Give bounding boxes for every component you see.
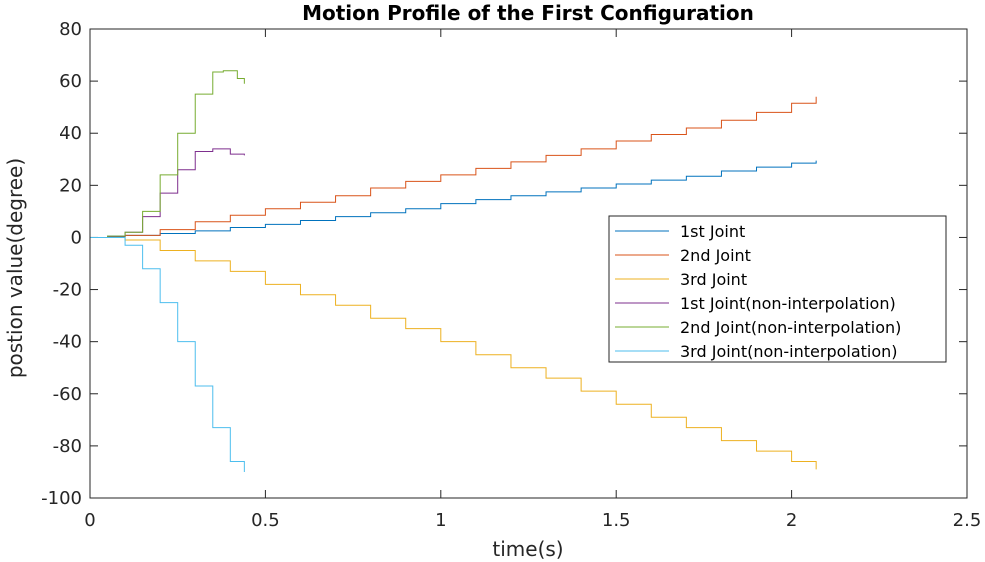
chart-title: Motion Profile of the First Configuratio… — [302, 1, 754, 25]
x-tick-label: 2.5 — [953, 510, 982, 531]
legend-box — [608, 215, 947, 363]
y-tick-label: 40 — [59, 123, 82, 144]
x-axis-title: time(s) — [492, 537, 563, 561]
x-tick-label: 1 — [435, 510, 446, 531]
legend-label: 2nd Joint(non-interpolation) — [680, 318, 901, 337]
y-tick-label: -80 — [53, 436, 82, 457]
legend: 1st Joint 2nd Joint 3rd Joint 1st Joint(non… — [608, 215, 947, 363]
legend-label: 1st Joint — [680, 222, 745, 241]
y-tick-label: 80 — [59, 19, 82, 40]
series-lines — [90, 70, 817, 472]
legend-label: 3rd Joint — [680, 270, 747, 289]
x-tick-label: 0.5 — [251, 510, 280, 531]
y-tick-label: -40 — [53, 332, 82, 353]
series-line-3 — [90, 236, 817, 470]
series-line-1 — [90, 160, 817, 238]
y-axis-title: postion value(degree) — [3, 158, 27, 378]
y-tick-label: 20 — [59, 175, 82, 196]
legend-label: 1st Joint(non-interpolation) — [680, 294, 896, 313]
y-tick-label: 0 — [71, 227, 82, 248]
x-tick-label: 1.5 — [602, 510, 631, 531]
y-tick-label: -100 — [41, 488, 82, 509]
legend-label: 3rd Joint(non-interpolation) — [680, 342, 898, 361]
x-axis-ticks: 0 0.5 1 1.5 2 2.5 — [84, 29, 981, 531]
y-tick-label: -20 — [53, 280, 82, 301]
x-tick-label: 0 — [84, 510, 95, 531]
legend-label: 2nd Joint — [680, 246, 751, 265]
x-tick-label: 2 — [786, 510, 797, 531]
series-line-2 — [90, 96, 817, 238]
y-tick-label: -60 — [53, 384, 82, 405]
series-line-5 — [90, 70, 245, 238]
series-line-6 — [90, 236, 245, 472]
y-tick-label: 60 — [59, 71, 82, 92]
series-line-4 — [90, 148, 245, 238]
axes-box — [89, 28, 968, 499]
